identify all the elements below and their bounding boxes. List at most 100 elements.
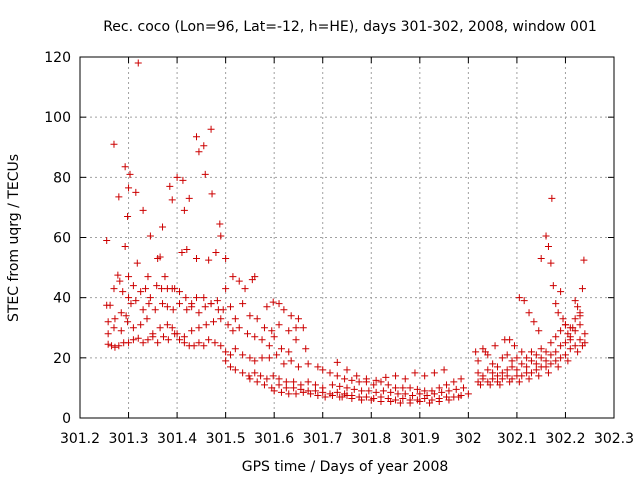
data-point bbox=[311, 387, 319, 395]
data-point bbox=[207, 125, 215, 133]
data-point bbox=[239, 300, 247, 308]
data-point bbox=[208, 190, 216, 198]
data-point bbox=[377, 378, 385, 386]
data-point bbox=[239, 369, 247, 377]
data-point bbox=[481, 348, 489, 356]
data-point bbox=[409, 391, 417, 399]
data-point bbox=[328, 381, 336, 389]
y-tick-label: 40 bbox=[53, 291, 71, 307]
data-point bbox=[503, 372, 511, 380]
data-point bbox=[287, 357, 295, 365]
data-point bbox=[498, 375, 506, 383]
data-point bbox=[202, 321, 210, 329]
data-point bbox=[542, 357, 550, 365]
data-point bbox=[569, 324, 577, 332]
data-point bbox=[384, 381, 392, 389]
data-point bbox=[513, 354, 521, 362]
data-point bbox=[498, 354, 506, 362]
data-point bbox=[411, 369, 419, 377]
data-point bbox=[159, 223, 167, 231]
data-point bbox=[125, 273, 133, 281]
data-point bbox=[571, 297, 579, 305]
data-point bbox=[299, 324, 307, 332]
data-point bbox=[525, 375, 533, 383]
data-point bbox=[392, 396, 400, 404]
data-point bbox=[144, 273, 152, 281]
data-point bbox=[406, 384, 414, 392]
data-point bbox=[195, 148, 203, 156]
data-point bbox=[430, 390, 438, 398]
x-tick-label: 301.8 bbox=[351, 431, 391, 447]
data-point bbox=[265, 354, 273, 362]
data-point bbox=[435, 397, 443, 405]
data-point bbox=[253, 315, 261, 323]
data-point bbox=[212, 249, 220, 257]
data-point bbox=[559, 315, 567, 323]
data-point bbox=[491, 342, 499, 350]
data-point bbox=[195, 324, 203, 332]
data-point bbox=[292, 336, 300, 344]
data-point bbox=[578, 342, 586, 350]
data-point bbox=[552, 333, 560, 341]
data-point bbox=[430, 369, 438, 377]
data-point bbox=[257, 372, 265, 380]
data-point bbox=[421, 394, 429, 402]
data-point bbox=[506, 378, 514, 386]
data-point bbox=[231, 315, 239, 323]
data-point bbox=[333, 388, 341, 396]
data-point bbox=[195, 339, 203, 347]
data-point bbox=[518, 348, 526, 356]
data-point bbox=[116, 277, 124, 285]
x-tick-label: 301.6 bbox=[254, 431, 294, 447]
data-point bbox=[182, 294, 190, 302]
data-point bbox=[117, 327, 125, 335]
data-point bbox=[205, 256, 213, 264]
data-point bbox=[319, 366, 327, 374]
data-point bbox=[190, 342, 198, 350]
data-point bbox=[260, 381, 268, 389]
data-point bbox=[251, 369, 259, 377]
data-point bbox=[450, 378, 458, 386]
data-point bbox=[574, 348, 582, 356]
data-point bbox=[142, 285, 150, 293]
data-point bbox=[341, 375, 349, 383]
x-tick-label: 301.2 bbox=[60, 431, 100, 447]
data-point bbox=[314, 363, 322, 371]
data-point bbox=[219, 306, 227, 314]
data-point bbox=[253, 378, 261, 386]
data-point bbox=[156, 324, 164, 332]
data-point bbox=[171, 285, 179, 293]
data-point bbox=[280, 306, 288, 314]
data-point bbox=[164, 336, 172, 344]
data-point bbox=[104, 340, 112, 348]
data-point bbox=[477, 381, 484, 389]
data-point bbox=[394, 390, 402, 398]
data-point bbox=[243, 330, 251, 338]
data-point bbox=[226, 303, 234, 311]
data-point bbox=[515, 378, 523, 386]
data-point bbox=[200, 142, 208, 150]
data-point bbox=[163, 303, 171, 311]
data-point bbox=[576, 321, 584, 329]
data-point bbox=[554, 363, 562, 371]
data-point bbox=[168, 324, 176, 332]
data-point bbox=[564, 357, 572, 365]
data-point bbox=[121, 243, 129, 251]
data-point bbox=[348, 394, 356, 402]
data-point bbox=[547, 259, 555, 267]
data-point bbox=[277, 388, 285, 396]
data-point bbox=[114, 271, 122, 279]
data-point bbox=[365, 387, 373, 395]
x-tick-label: 302.3 bbox=[594, 431, 634, 447]
y-tick-label: 0 bbox=[62, 411, 71, 427]
data-point bbox=[489, 360, 497, 368]
data-point bbox=[362, 393, 370, 401]
data-point bbox=[180, 206, 188, 214]
data-point bbox=[139, 206, 147, 214]
data-point bbox=[464, 390, 472, 398]
data-point bbox=[566, 345, 574, 353]
data-point bbox=[581, 330, 589, 338]
data-point bbox=[304, 378, 312, 386]
data-point bbox=[210, 318, 217, 326]
